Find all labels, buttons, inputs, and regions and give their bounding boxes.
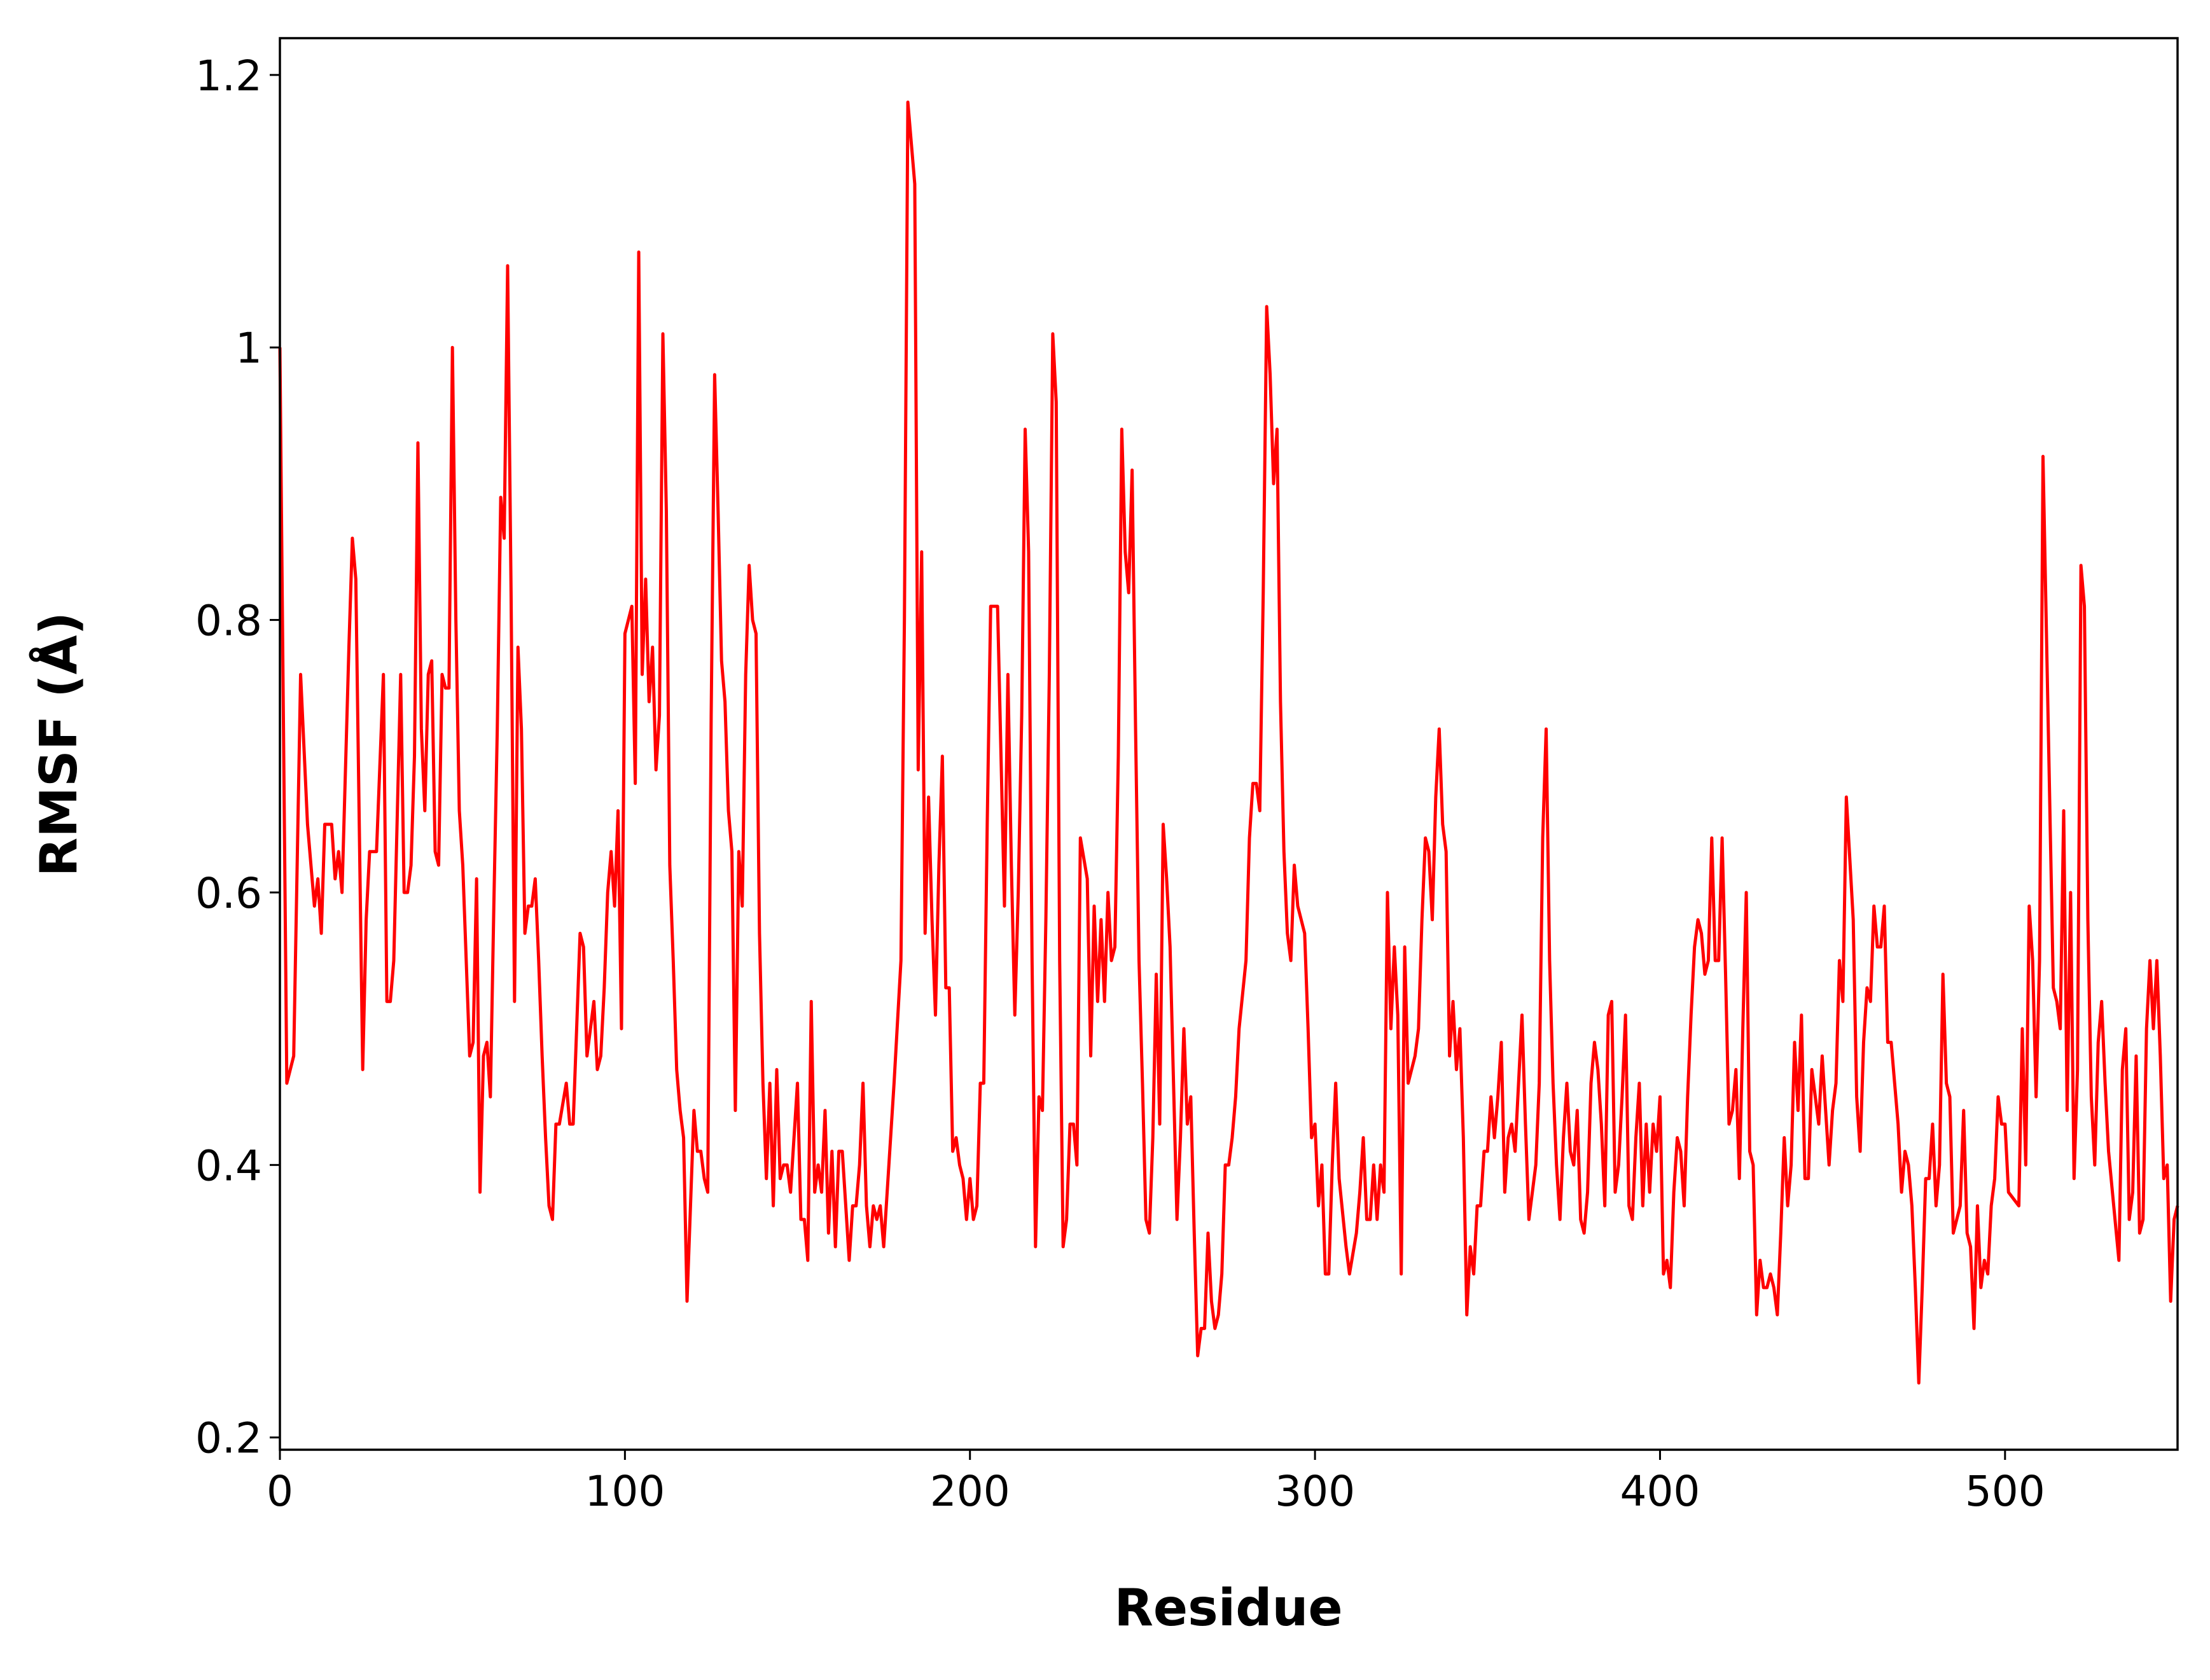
plot-area	[278, 101, 2179, 1385]
data-line	[278, 101, 2179, 1385]
x-tick-label: 400	[1620, 1467, 1700, 1516]
y-tick-label: 0.4	[195, 1141, 262, 1190]
x-axis-title: Residue	[1114, 1578, 1342, 1637]
axes-frame	[279, 37, 2179, 1451]
y-tick-label: 0.8	[195, 597, 262, 646]
x-tick-label: 200	[930, 1467, 1010, 1516]
x-tick-label: 300	[1275, 1467, 1355, 1516]
x-tick-label: 100	[585, 1467, 665, 1516]
y-tick-label: 1.2	[195, 52, 262, 101]
x-tick-label: 0	[267, 1467, 293, 1516]
y-tick-label: 1	[235, 324, 262, 373]
y-axis-title: RMSF (Å)	[29, 612, 88, 877]
x-tick-label: 500	[1965, 1467, 2045, 1516]
y-tick-label: 0.2	[195, 1414, 262, 1463]
y-tick-label: 0.6	[195, 869, 262, 918]
